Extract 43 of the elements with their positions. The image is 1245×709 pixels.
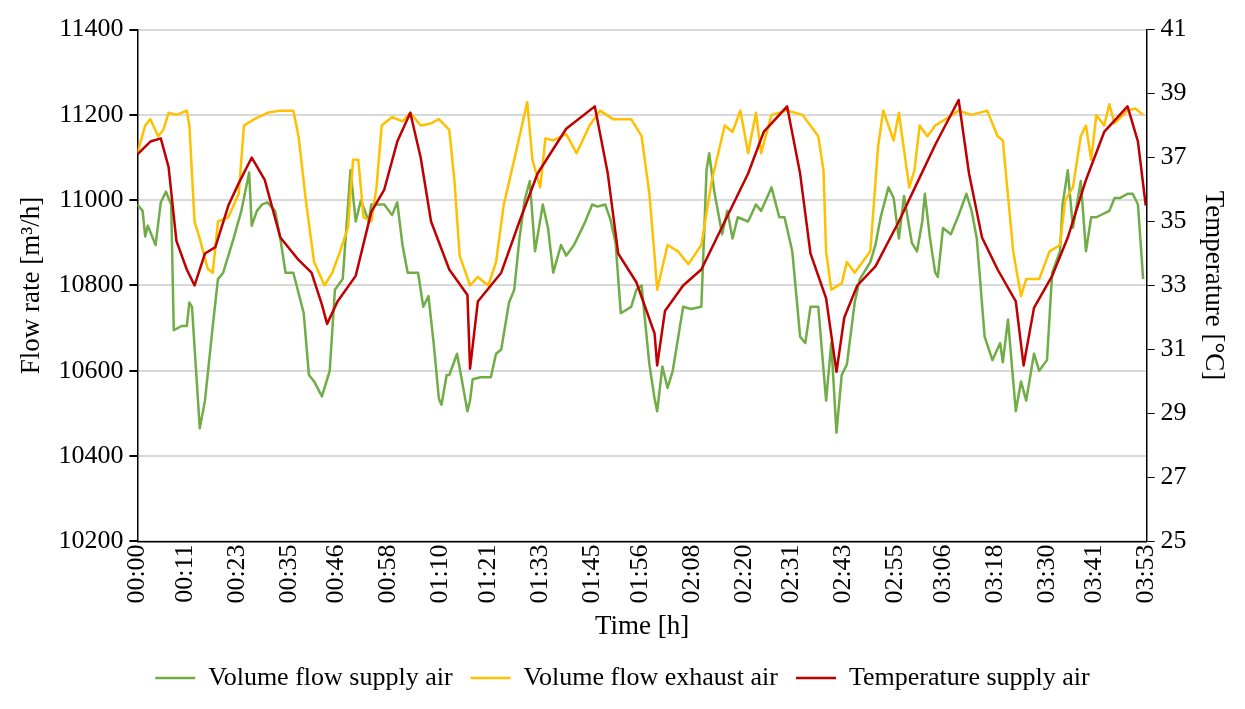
- y2-tick-label: 35: [1160, 205, 1187, 235]
- x-tick-label: 01:21: [472, 544, 502, 604]
- y-tick-label: 11400: [59, 13, 124, 43]
- y2-tick-label: 27: [1160, 461, 1187, 491]
- x-tick-label: 01:56: [623, 544, 653, 604]
- x-tick-label: 03:18: [978, 544, 1008, 604]
- x-tick-label: 00:00: [121, 544, 151, 604]
- x-tick-label: 01:45: [576, 544, 606, 604]
- y2-axis-title: Temperature [°C]: [1199, 190, 1230, 381]
- y-tick-label: 10600: [58, 354, 124, 384]
- y2-tick-label: 41: [1160, 13, 1187, 43]
- x-tick-label: 00:58: [372, 544, 402, 604]
- y2-tick-label: 25: [1160, 525, 1187, 555]
- y2-tick-label: 33: [1160, 269, 1187, 299]
- y-tick-label: 10800: [58, 269, 124, 299]
- x-tick-label: 02:31: [775, 544, 805, 604]
- y-axis-title: Flow rate [m³/h]: [15, 196, 46, 375]
- x-tick-label: 00:35: [272, 544, 302, 604]
- x-tick-label: 03:53: [1130, 544, 1160, 604]
- x-tick-label: 01:10: [424, 544, 454, 604]
- x-tick-label: 03:06: [926, 544, 956, 604]
- y-tick-label: 10400: [58, 439, 124, 469]
- legend-label: Temperature supply air: [849, 661, 1091, 691]
- y2-tick-label: 29: [1160, 397, 1187, 427]
- y-tick-label: 11000: [59, 184, 124, 214]
- x-tick-label: 02:43: [827, 544, 857, 604]
- legend-label: Volume flow supply air: [208, 661, 453, 691]
- y2-tick-label: 37: [1160, 141, 1187, 171]
- x-tick-label: 03:41: [1078, 544, 1108, 604]
- y2-tick-label: 39: [1160, 77, 1187, 107]
- x-tick-label: 00:46: [320, 544, 350, 604]
- x-tick-label: 01:33: [524, 544, 554, 604]
- x-tick-label: 00:23: [220, 544, 250, 604]
- legend-label: Volume flow exhaust air: [523, 661, 779, 691]
- x-tick-label: 02:55: [879, 544, 909, 604]
- y-tick-label: 10200: [58, 525, 124, 555]
- x-tick-label: 03:30: [1030, 544, 1060, 604]
- x-tick-label: 00:11: [168, 544, 198, 603]
- x-axis-title: Time [h]: [594, 609, 690, 640]
- x-tick-label: 02:08: [675, 544, 705, 604]
- x-tick-label: 02:20: [727, 544, 757, 604]
- y2-tick-label: 31: [1160, 333, 1187, 363]
- y-tick-label: 11200: [59, 98, 124, 128]
